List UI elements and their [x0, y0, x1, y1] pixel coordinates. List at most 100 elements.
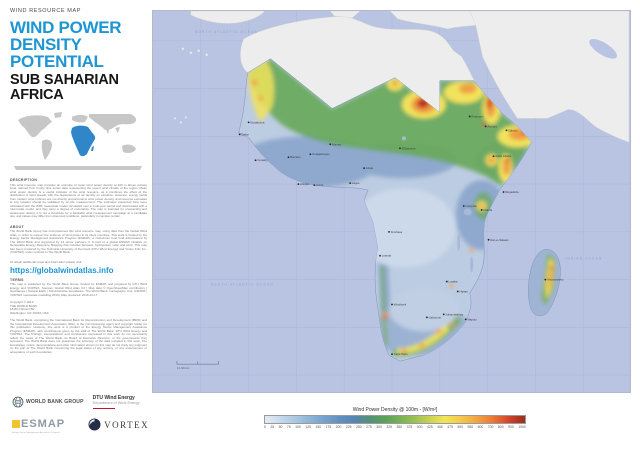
visit-line: To obtain additional maps and informatio…: [10, 259, 83, 264]
esmap-logo: ESMAP Energy Sector Management Assistanc…: [12, 418, 65, 434]
legend-tick: 150: [315, 424, 322, 429]
city-dot: [388, 230, 390, 233]
city-dot: [287, 156, 290, 159]
city-label: Johannesburg: [446, 312, 464, 316]
legend-tick: 300: [376, 424, 382, 429]
legend-tick: 450: [437, 424, 443, 429]
city-dot: [309, 153, 312, 156]
legend-tick: 400: [416, 424, 423, 429]
city-label: Niamey: [332, 142, 342, 146]
copyright-block: Copyright © 2019 THE WORLD BANK 1818 H S…: [10, 300, 147, 315]
wind-density-map: NORTH ATLANTIC OCEAN SOUTH ATLANTIC OCEA…: [153, 11, 630, 392]
city-dot: [254, 159, 257, 162]
scale-label: 0 1.000 km: [177, 366, 190, 370]
legend-tick: 325: [386, 424, 393, 429]
legend-colorbar: [264, 414, 526, 424]
sidebar: WIND RESOURCE MAP WIND POWER DENSITY POT…: [10, 8, 147, 354]
copyright-line: Washington, DC 20433, USA: [10, 310, 49, 315]
city-label: Windhoek: [394, 302, 407, 306]
city-dot: [462, 205, 465, 207]
city-dot: [468, 115, 471, 118]
city-dot: [480, 209, 483, 211]
world-locator-map: [10, 110, 147, 172]
description-heading: DESCRIPTION: [10, 178, 38, 182]
city-dot: [399, 147, 401, 150]
city-label: Abuja: [366, 166, 374, 170]
ocean-label-north-atlantic: NORTH ATLANTIC OCEAN: [195, 30, 258, 34]
africa-highlight: [71, 125, 96, 157]
persian-gulf: [589, 38, 617, 59]
city-dot: [484, 125, 487, 128]
terms-heading: TERMS: [10, 277, 24, 282]
lakes: [401, 136, 474, 273]
city-dot: [329, 143, 332, 146]
city-label: Gaborone: [429, 315, 442, 319]
legend: Wind Power Density @ 100m - [W/m²] 0 25 50…: [264, 407, 526, 429]
map-panel: NORTH ATLANTIC OCEAN SOUTH ATLANTIC OCEA…: [152, 10, 631, 393]
globalwindatlas-link[interactable]: https://globalwindatlas.info: [10, 265, 114, 275]
world-continents: [14, 112, 142, 170]
partner-logos: WORLD BANK GROUP DTU Wind Energy Departm…: [12, 396, 149, 434]
legend-tick: 275: [366, 424, 372, 429]
dtu-red-rule: [92, 407, 115, 410]
legend-tick: 425: [426, 424, 433, 429]
legend-tick: 550: [467, 424, 474, 429]
city-label: Harare: [460, 290, 469, 294]
city-label: Addis Ababa: [495, 154, 511, 158]
page-subtitle: SUB SAHARIAN AFRICA: [10, 73, 147, 103]
city-label: Asmara: [487, 124, 497, 128]
page-title: WIND POWER DENSITY POTENTIAL: [10, 19, 147, 70]
city-dot: [442, 313, 445, 316]
city-dot: [464, 318, 467, 321]
esmap-square-icon: [12, 420, 20, 429]
city-dot: [445, 280, 448, 283]
legend-tick: 350: [396, 424, 403, 429]
city-dot: [379, 254, 381, 257]
legend-tick: 375: [406, 424, 413, 429]
about-section: ABOUT The World Bank Group has commissio…: [10, 225, 147, 255]
legend-tick: 175: [325, 424, 332, 429]
title-line-3: POTENTIAL: [10, 52, 104, 71]
legend-tick: 0: [264, 424, 266, 429]
city-dot: [349, 182, 352, 184]
city-label: Accra: [316, 183, 324, 187]
city-dot: [238, 133, 241, 136]
legend-tick: 900: [508, 424, 514, 429]
vortex-swirl-icon: [88, 418, 101, 431]
city-label: Bamako: [290, 155, 301, 159]
vortex-logo: VORTEX: [88, 418, 149, 431]
legend-tick: 1000: [518, 424, 526, 429]
cities-layer: Nouakchott Dakar Bamako Conakry Abidjan Accra…: [238, 114, 564, 356]
legend-tick: 50: [278, 424, 283, 429]
city-label: Khartoum: [471, 114, 484, 118]
city-dot: [363, 167, 366, 170]
legend-tick: 700: [487, 424, 494, 429]
ocean-label-south-atlantic: SOUTH ATLANTIC OCEAN: [211, 283, 274, 287]
terms-body: This map is published by the World Bank …: [10, 282, 147, 297]
legend-tick: 225: [345, 424, 352, 429]
worldbank-label: WORLD BANK GROUP: [26, 399, 84, 405]
city-label: Kampala: [465, 204, 476, 208]
about-body: The World Bank Group has commissioned th…: [10, 229, 147, 254]
about-heading: ABOUT: [10, 224, 24, 229]
subtitle-line-1: SUB SAHARIAN: [10, 72, 119, 88]
city-label: Ouagadougou: [312, 152, 330, 156]
esmap-label: ESMAP: [21, 418, 66, 431]
legend-tick: 25: [270, 424, 275, 429]
city-dot: [544, 278, 547, 281]
legend-tick: 500: [457, 424, 464, 429]
city-label: Lusaka: [449, 280, 458, 284]
city-dot: [492, 155, 495, 158]
city-label: Dar es Salaam: [490, 238, 509, 242]
legend-tick: 600: [477, 424, 484, 429]
description-body: This wind resource map provides an estim…: [10, 182, 147, 218]
title-line-1: WIND POWER: [10, 18, 122, 37]
kicker: WIND RESOURCE MAP: [10, 8, 82, 14]
city-dot: [391, 303, 393, 306]
legend-tick: 125: [305, 424, 311, 429]
legend-tick: 75: [286, 424, 291, 429]
city-label: Abidjan: [300, 182, 310, 186]
city-label: Nouakchott: [250, 120, 264, 124]
legend-tick: 250: [355, 424, 362, 429]
ocean-label-indian: INDIAN OCEAN: [565, 257, 602, 261]
